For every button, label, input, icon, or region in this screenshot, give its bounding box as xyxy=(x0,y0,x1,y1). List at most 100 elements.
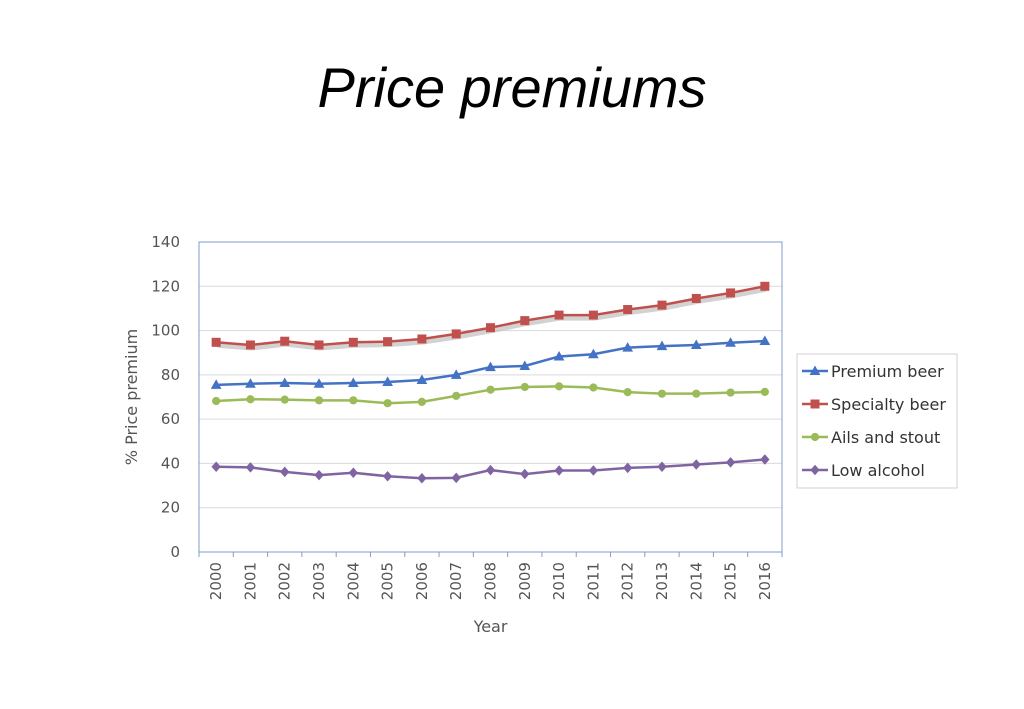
data-point xyxy=(417,397,427,406)
data-point xyxy=(451,472,461,484)
data-point xyxy=(347,377,359,388)
data-point xyxy=(485,361,496,372)
series-ails-and-stout xyxy=(212,382,769,408)
data-point xyxy=(691,293,701,303)
data-point xyxy=(760,281,770,291)
y-axis-title: % Price premium xyxy=(122,329,141,465)
data-point xyxy=(589,383,598,392)
data-point xyxy=(348,337,358,347)
x-tick-label: 2013 xyxy=(653,562,671,600)
data-point xyxy=(657,300,667,310)
x-tick-label: 2015 xyxy=(722,562,740,600)
y-tick-label: 100 xyxy=(151,322,180,340)
x-tick-label: 2007 xyxy=(447,562,465,600)
plot-area xyxy=(198,241,783,553)
data-point xyxy=(690,339,702,349)
y-tick-label: 120 xyxy=(151,277,180,295)
x-tick-label: 2012 xyxy=(619,562,637,600)
data-point xyxy=(520,468,530,480)
data-point xyxy=(280,466,290,478)
data-point xyxy=(245,462,256,473)
data-point xyxy=(416,374,428,384)
data-point xyxy=(588,465,599,476)
data-point xyxy=(417,473,427,484)
legend-label: Premium beer xyxy=(831,362,944,381)
data-point xyxy=(245,340,255,350)
legend: Premium beer Specialty beer Ails and stout… xyxy=(796,353,958,489)
data-point xyxy=(519,360,531,370)
data-point xyxy=(588,310,598,320)
data-point xyxy=(452,391,461,400)
legend-item: Low alcohol xyxy=(802,461,925,480)
data-point xyxy=(314,340,324,350)
series-shadow xyxy=(216,286,767,351)
data-point xyxy=(246,395,255,404)
series-line xyxy=(216,285,766,347)
data-point xyxy=(691,459,701,470)
series-layer xyxy=(210,281,771,484)
data-point xyxy=(382,376,393,386)
slide-title: Price premiums xyxy=(317,56,707,119)
data-point xyxy=(623,305,633,315)
legend-item: Premium beer xyxy=(802,362,944,381)
data-point xyxy=(692,389,701,398)
legend-label: Specialty beer xyxy=(831,395,946,414)
data-point xyxy=(760,387,769,397)
x-axis-ticks: 2000 2001 2002 2003 2004 2005 2006 2007 2008 2009… xyxy=(198,552,783,600)
y-tick-label: 20 xyxy=(161,499,180,517)
data-point xyxy=(210,379,222,389)
data-point xyxy=(450,369,462,379)
legend-box xyxy=(796,353,958,489)
y-tick-label: 80 xyxy=(161,366,180,384)
data-point xyxy=(656,340,668,351)
data-point xyxy=(211,461,221,473)
series-specialty-beer xyxy=(211,281,770,351)
data-point xyxy=(726,388,735,397)
data-point xyxy=(759,335,771,345)
data-point xyxy=(520,382,529,392)
legend-marker xyxy=(810,464,820,476)
x-axis-title: Year xyxy=(473,617,508,636)
x-tick-label: 2014 xyxy=(687,562,705,600)
data-point xyxy=(349,396,358,405)
legend-marker xyxy=(810,432,820,442)
data-point xyxy=(485,464,496,476)
x-tick-label: 2016 xyxy=(756,562,774,600)
data-point xyxy=(554,465,564,476)
y-tick-label: 60 xyxy=(161,410,180,428)
data-point xyxy=(486,323,495,333)
data-point xyxy=(314,396,324,405)
data-point xyxy=(280,336,290,346)
legend-item: Ails and stout xyxy=(802,428,940,447)
y-tick-label: 140 xyxy=(151,233,180,251)
data-point xyxy=(348,467,358,478)
data-point xyxy=(280,395,289,404)
legend-marker xyxy=(810,399,820,409)
data-point xyxy=(313,378,325,388)
x-tick-label: 2001 xyxy=(241,562,259,600)
data-point xyxy=(314,469,324,481)
data-point xyxy=(588,348,599,359)
x-tick-label: 2008 xyxy=(482,562,500,600)
data-point xyxy=(657,389,667,398)
x-tick-label: 2011 xyxy=(584,562,602,600)
data-point xyxy=(623,388,632,397)
y-tick-label: 40 xyxy=(161,454,180,472)
data-point xyxy=(554,310,564,320)
data-point xyxy=(622,342,634,352)
x-tick-label: 2005 xyxy=(379,562,397,600)
x-tick-label: 2006 xyxy=(413,562,431,600)
data-point xyxy=(279,377,291,388)
data-point xyxy=(211,337,221,347)
data-point xyxy=(383,399,392,408)
data-point xyxy=(520,316,530,326)
x-tick-label: 2004 xyxy=(344,562,362,600)
data-point xyxy=(382,471,393,482)
data-point xyxy=(245,378,256,388)
data-point xyxy=(657,461,667,473)
legend-item: Specialty beer xyxy=(802,395,946,414)
data-point xyxy=(383,337,393,347)
series-premium-beer xyxy=(210,335,771,389)
data-point xyxy=(760,454,770,465)
